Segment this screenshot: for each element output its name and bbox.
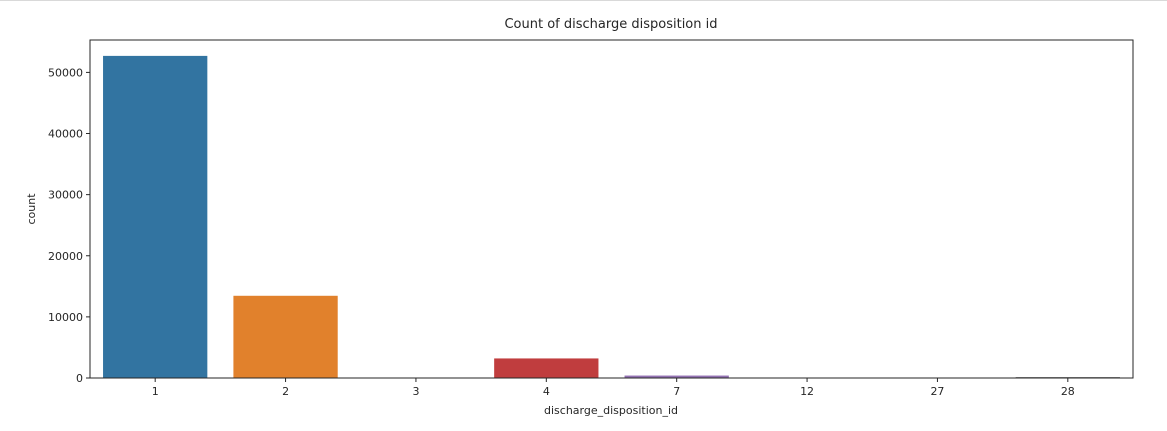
- y-axis: 0 10000 20000 30000 40000 50000: [48, 66, 90, 385]
- y-tick-label-50000: 50000: [48, 66, 83, 79]
- x-tick-label-3: 3: [412, 385, 419, 398]
- y-axis-label: count: [25, 193, 38, 225]
- y-tick-label-30000: 30000: [48, 189, 83, 202]
- x-tick-label-1: 1: [152, 385, 159, 398]
- x-axis-label: discharge_disposition_id: [544, 404, 678, 417]
- bar-2: [233, 295, 338, 378]
- y-tick-label-0: 0: [76, 372, 83, 385]
- bar-1: [103, 55, 208, 378]
- x-tick-label-28: 28: [1061, 385, 1075, 398]
- x-tick-label-4: 4: [543, 385, 550, 398]
- y-tick-label-20000: 20000: [48, 250, 83, 263]
- chart-title: Count of discharge disposition id: [504, 17, 717, 32]
- y-tick-label-40000: 40000: [48, 128, 83, 141]
- bars-group: [103, 55, 1120, 378]
- x-tick-label-27: 27: [930, 385, 944, 398]
- top-divider: [0, 0, 1167, 1]
- plot-frame: [89, 39, 1134, 379]
- x-tick-label-12: 12: [800, 385, 814, 398]
- y-tick-label-10000: 10000: [48, 311, 83, 324]
- bar-7: [624, 375, 729, 378]
- x-tick-label-2: 2: [282, 385, 289, 398]
- x-tick-label-7: 7: [673, 385, 680, 398]
- x-axis: 1 2 3 4 7 12 27 28: [152, 378, 1075, 398]
- bar-4: [494, 358, 599, 378]
